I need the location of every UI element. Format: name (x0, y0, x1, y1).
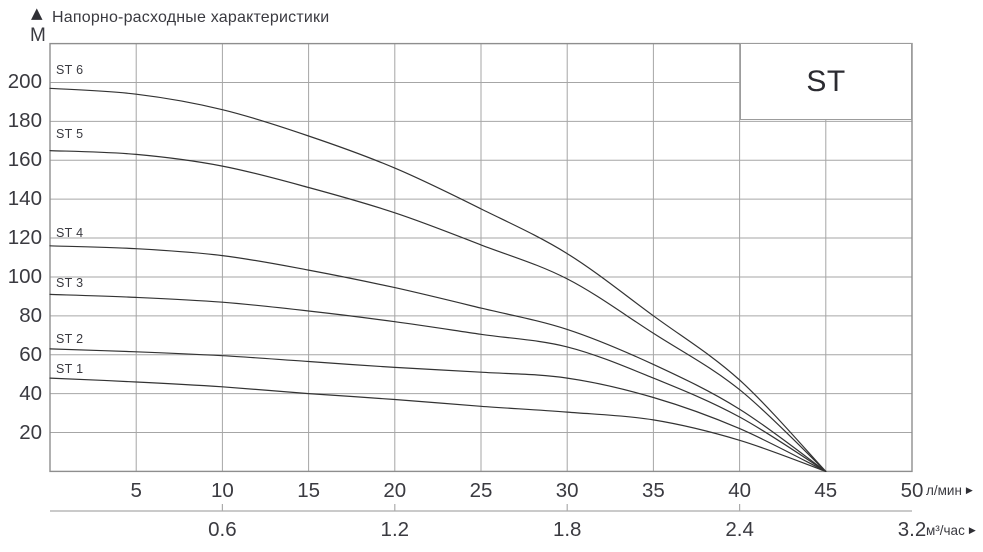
x-tick-label: 35 (641, 479, 665, 502)
chart-title: Напорно-расходные характеристики (52, 9, 330, 26)
curve-st-5 (49, 150, 827, 472)
x2-tick-label: 0.6 (208, 518, 237, 541)
y-tick-label: 60 (19, 342, 42, 366)
x-tick-label: 5 (130, 479, 142, 502)
x2-tick-label: 2.4 (725, 518, 754, 541)
curve-st-1 (49, 377, 827, 472)
y-tick-label: 200 (7, 70, 42, 94)
y-axis-arrow-icon: ▲ (31, 4, 43, 22)
curve-label-st-1: ST 1 (56, 362, 84, 377)
curve-st-2 (49, 348, 827, 472)
x-tick-label: 10 (210, 479, 234, 502)
x2-axis-unit-label: м³/час (926, 523, 965, 538)
series-family-label: ST (806, 64, 846, 98)
curve-label-st-6: ST 6 (56, 63, 84, 77)
curve-label-st-3: ST 3 (56, 275, 84, 290)
x-tick-label: 40 (728, 479, 751, 502)
series-family-badge: ST (740, 43, 912, 120)
right-arrow-icon: ▶ (965, 486, 973, 496)
y-tick-label: 100 (7, 264, 42, 288)
x-tick-label: 20 (383, 479, 407, 502)
curve-label-st-2: ST 2 (56, 331, 84, 346)
x-tick-label: 45 (814, 479, 838, 502)
plot-frame (49, 42, 913, 473)
y-tick-label: 180 (7, 109, 42, 133)
y-axis-unit: М (30, 25, 46, 46)
x2-tick-label: 1.2 (380, 518, 410, 541)
x-axis-unit-label: л/мин (926, 483, 962, 498)
y-tick-label: 140 (7, 187, 42, 211)
x-axis-unit: л/мин ▶ (926, 483, 973, 499)
grid (50, 43, 912, 472)
curve-label-st-4: ST 4 (56, 225, 84, 240)
x-tick-label: 50 (900, 479, 924, 502)
x2-axis-unit: м³/час ▶ (926, 523, 976, 539)
y-tick-label: 40 (19, 381, 42, 405)
x2-tick-label: 3.2 (897, 518, 927, 541)
x2-tick-label: 1.8 (552, 518, 582, 541)
y-tick-label: 120 (7, 226, 42, 250)
y-tick-label: 80 (19, 303, 42, 327)
curve-st-3 (49, 293, 827, 472)
y-tick-label: 160 (7, 148, 42, 172)
x-tick-label: 30 (555, 479, 579, 502)
curve-st-6 (49, 87, 827, 472)
y-tick-label: 20 (19, 420, 42, 444)
x-tick-label: 15 (297, 479, 320, 502)
curve-label-st-5: ST 5 (56, 127, 84, 142)
right-arrow-icon: ▶ (968, 526, 976, 536)
x-tick-label: 25 (469, 479, 493, 502)
curve-st-4 (49, 245, 827, 472)
